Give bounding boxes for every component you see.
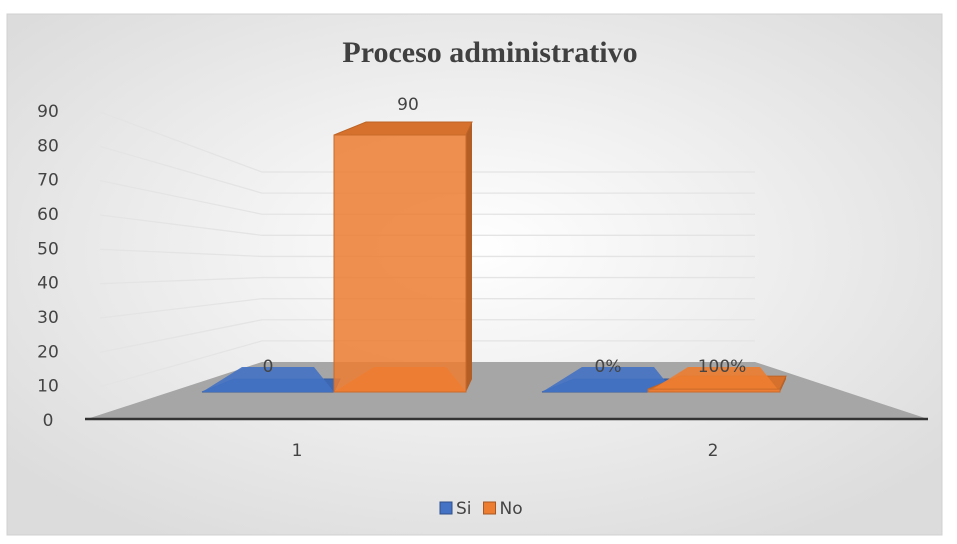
bar-front [647,388,781,393]
legend-label: No [500,499,523,519]
data-label: 100% [698,357,747,377]
grid-line [99,276,755,285]
y-tick-label: 50 [37,239,59,259]
y-tick-label: 70 [37,171,59,191]
y-tick-label: 80 [37,136,59,156]
y-tick-label: 20 [37,342,59,362]
grid-line [99,214,755,236]
bar-base [542,367,674,392]
bar-front [333,134,467,393]
grid-line [99,298,755,319]
data-label: 0% [595,357,622,377]
bar [333,121,473,393]
grid-line [99,248,755,258]
legend-swatch [439,501,453,515]
x-tick-label: 1 [292,441,303,461]
grid-line [99,319,755,353]
y-tick-label: 10 [37,377,59,397]
x-tick-label: 2 [708,441,719,461]
grid-line [99,180,755,215]
y-tick-label: 40 [37,274,59,294]
chart-area [6,13,943,536]
grid-line [99,111,755,173]
y-tick-label: 90 [37,102,59,122]
legend-label: Si [456,499,472,519]
y-tick-label: 30 [37,308,59,328]
legend-swatch [483,501,497,515]
chart-title: Proceso administrativo [342,36,637,69]
bar-base [202,367,334,392]
grid-line [99,340,755,388]
bar-base [648,367,780,392]
y-tick-label: 0 [43,411,54,431]
grid-line [99,145,755,194]
data-label: 0 [263,357,274,377]
bar [647,367,787,393]
y-tick-label: 60 [37,205,59,225]
data-label: 90 [397,95,419,115]
bar-side [466,122,472,392]
bar [541,367,681,393]
